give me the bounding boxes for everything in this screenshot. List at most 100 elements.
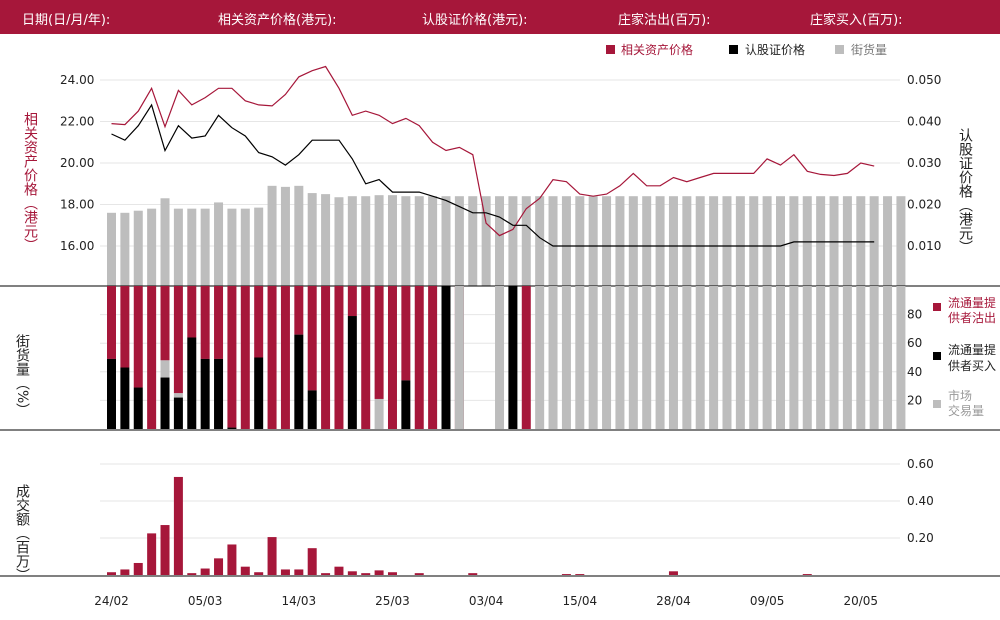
mm-buy-bar [294, 334, 304, 429]
right-axis-tick: 0.030 [907, 156, 941, 170]
outstanding-bar [856, 196, 866, 286]
market-volume-bar [749, 286, 759, 429]
outstanding-bar [602, 196, 612, 286]
pct-axis-tick: 20 [907, 393, 922, 407]
outstanding-bar [883, 196, 893, 286]
outstanding-bar [227, 208, 237, 286]
legend-mm-sell-2: 供者沽出 [948, 311, 996, 325]
turnover-bar [307, 548, 317, 575]
turnover-bar [668, 571, 678, 575]
turnover-bar [347, 571, 357, 575]
mm-sell-bar [254, 286, 264, 358]
pct-axis-tick: 60 [907, 336, 922, 350]
mm-buy-bar [254, 357, 264, 429]
mm-sell-bar [147, 286, 157, 429]
mm-buy-bar [107, 358, 116, 429]
outstanding-bar [722, 196, 732, 286]
outstanding-bar [762, 196, 772, 286]
left-axis-tick: 22.00 [60, 115, 94, 129]
outstanding-bar [441, 196, 451, 286]
mm-sell-bar [428, 286, 438, 429]
mm-buy-bar [441, 286, 451, 429]
mm-sell-bar [160, 286, 170, 361]
legend-mm-sell-1: 流通量提 [948, 295, 996, 310]
mm-sell-bar [267, 286, 277, 429]
legend-underlying: 相关资产价格 [621, 42, 693, 57]
outstanding-bar [307, 193, 317, 286]
mm-sell-bar [240, 286, 250, 429]
turnover-bar [575, 574, 585, 575]
legend-swatch-mm-sell [933, 303, 941, 311]
mm-buy-bar [173, 397, 183, 429]
outstanding-bar [321, 194, 331, 286]
market-volume-bar [816, 286, 826, 429]
outstanding-bar [387, 195, 397, 286]
turnover-axis-tick: 0.20 [907, 531, 934, 545]
left-axis-tick: 24.00 [60, 73, 94, 87]
x-axis-tick: 24/02 [94, 594, 129, 608]
mm-sell-bar [173, 286, 183, 394]
mm-sell-bar [401, 286, 411, 381]
turnover-bar [267, 537, 277, 575]
legend-swatch-warrant [729, 45, 738, 54]
mm-sell-bar [187, 286, 197, 338]
outstanding-bar [481, 196, 491, 286]
outstanding-bar [200, 208, 210, 286]
market-volume-bar [160, 360, 170, 378]
pct-axis-label: 街货量（%） [14, 334, 30, 417]
x-axis-tick: 09/05 [750, 594, 785, 608]
mm-buy-bar [214, 358, 224, 429]
x-axis-tick: 20/05 [843, 594, 878, 608]
outstanding-bar [454, 196, 464, 286]
mm-buy-bar [187, 337, 197, 429]
outstanding-bar [655, 196, 665, 286]
turnover-axis-tick: 0.40 [907, 494, 934, 508]
market-volume-bar [575, 286, 585, 429]
outstanding-bar [414, 196, 424, 286]
mm-buy-bar [508, 286, 518, 429]
mm-sell-bar [120, 286, 130, 368]
turnover-bar [147, 533, 157, 575]
outstanding-bar [535, 196, 545, 286]
legend-swatch-underlying [606, 45, 615, 54]
turnover-bar [173, 476, 183, 575]
legend-swatch-outstanding [835, 45, 844, 54]
outstanding-bar [173, 208, 183, 286]
legend-mm-buy-1: 流通量提 [948, 342, 996, 357]
mm-sell-bar [200, 286, 210, 359]
market-volume-bar [695, 286, 705, 429]
pct-axis-tick: 80 [907, 308, 922, 322]
turnover-bar [414, 573, 424, 575]
market-volume-bar [762, 286, 772, 429]
turnover-bar [214, 558, 224, 575]
outstanding-bar [575, 196, 585, 286]
x-axis-tick: 05/03 [188, 594, 223, 608]
market-volume-bar [173, 393, 183, 398]
turnover-bar [334, 566, 344, 575]
mm-sell-bar [133, 286, 143, 388]
outstanding-bar [294, 185, 304, 286]
outstanding-bar [896, 196, 906, 286]
outstanding-bar [214, 202, 224, 286]
outstanding-bar [682, 196, 692, 286]
market-volume-bar [548, 286, 558, 429]
market-volume-bar [535, 286, 545, 429]
underlying-price-line [111, 65, 875, 237]
market-volume-bar [495, 286, 505, 429]
outstanding-bar [401, 196, 411, 286]
market-volume-bar [628, 286, 638, 429]
market-volume-bar [602, 286, 612, 429]
x-axis-tick: 03/04 [469, 594, 504, 608]
turnover-bar [294, 569, 304, 575]
outstanding-bar [695, 196, 705, 286]
market-volume-bar [776, 286, 785, 429]
turnover-bar [187, 573, 197, 575]
market-volume-bar [802, 286, 812, 429]
turnover-bar [200, 568, 210, 575]
turnover-bar [374, 570, 384, 575]
market-volume-bar [869, 286, 879, 429]
outstanding-bar [120, 212, 130, 286]
mm-sell-bar [107, 286, 116, 359]
outstanding-bar [334, 197, 344, 286]
market-volume-bar [642, 286, 652, 429]
